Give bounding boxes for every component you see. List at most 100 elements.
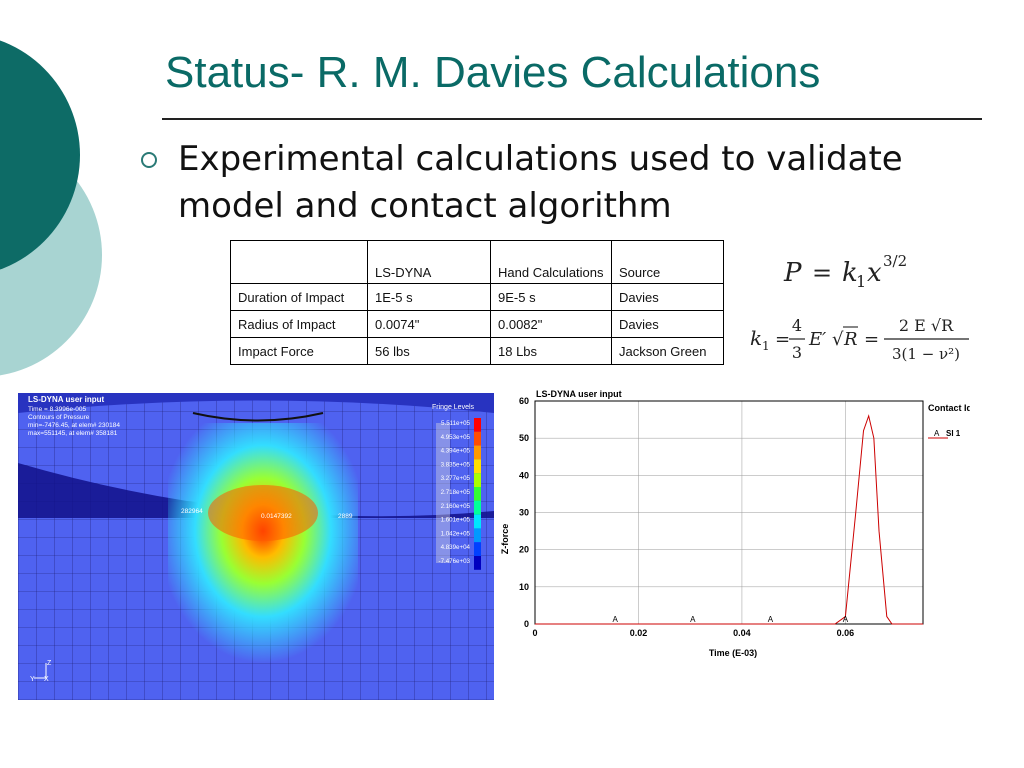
series-marker: A: [613, 615, 619, 624]
formula-exponent: 3/2: [883, 252, 907, 270]
y-tick-label: 20: [519, 545, 529, 555]
table-cell: 56 lbs: [367, 337, 491, 365]
bullet-circle-icon: [141, 152, 157, 168]
y-tick-label: 40: [519, 470, 529, 480]
table-cell: 1E-5 s: [367, 283, 491, 311]
decorative-circles: [0, 40, 102, 376]
y-tick-label: 10: [519, 582, 529, 592]
formula-symbol: k: [842, 258, 858, 288]
formula-symbol: P: [783, 258, 802, 288]
table-header-cell: [230, 240, 368, 284]
legend-swatch: [474, 459, 481, 474]
plot-time: Time = 8.3996e-005: [28, 406, 87, 413]
legend-swatch: [474, 473, 481, 487]
series-line: [535, 414, 923, 625]
legend-swatch: [474, 487, 481, 501]
table-cell: Davies: [611, 310, 724, 338]
table-cell: Duration of Impact: [230, 283, 368, 311]
y-tick-label: 30: [519, 508, 529, 518]
legend-swatch: [474, 556, 481, 570]
legend-swatch: [474, 542, 481, 556]
k1-formula: k 1 = 4 3 E′ √ R = 2 E √R 3(1 − ν²): [750, 316, 969, 363]
legend-title: Contact Id: [928, 403, 970, 413]
x-tick-label: 0: [532, 628, 537, 638]
formula-symbol: E′: [808, 329, 826, 350]
bullet-text: Experimental calculations used to valida…: [178, 139, 903, 226]
legend-level: 1.042e+05: [441, 530, 471, 537]
y-tick-label: 0: [524, 619, 529, 629]
legend-level: 2.718e+05: [441, 489, 471, 496]
series-marker: A: [768, 615, 774, 624]
plot-subtitle: Contours of Pressure: [28, 414, 90, 421]
y-axis-label: Z-force: [500, 524, 510, 555]
table-row: Duration of Impact 1E-5 s 9E-5 s Davies: [230, 283, 724, 311]
formula-root: √: [832, 329, 844, 350]
page-title: Status- R. M. Davies Calculations: [165, 48, 821, 97]
plot-title: LS-DYNA user input: [28, 395, 104, 404]
table-cell: Radius of Impact: [230, 310, 368, 338]
legend-level: 2.160e+05: [441, 503, 471, 510]
formula-symbol: =: [864, 329, 879, 350]
formula-numerator: 4: [792, 316, 802, 335]
x-axis-label: Time (E-03): [709, 648, 757, 658]
table-row: Radius of Impact 0.0074" 0.0082" Davies: [230, 310, 724, 338]
formula-denominator: 3(1 − ν²): [892, 345, 960, 363]
table-header-cell: Source: [611, 240, 724, 284]
table-cell: Impact Force: [230, 337, 368, 365]
table-cell: Davies: [611, 283, 724, 311]
legend-level: 3.835e+05: [441, 461, 471, 468]
axis-label: Z: [47, 660, 52, 667]
formula-symbol: x: [867, 258, 882, 288]
formula-symbol: k: [750, 326, 762, 350]
z-force-chart: LS-DYNA user input Z-force Time (E-03) C…: [500, 389, 970, 658]
legend-swatch: [474, 418, 481, 432]
formula-symbol: =: [812, 259, 832, 287]
contour-label: 282964: [181, 508, 203, 515]
formula-denominator: 3: [792, 343, 802, 362]
fringe-levels-legend: 5.511e+05 4.953e+05 4.394e+05 3.835e+05 3.27…: [439, 418, 481, 570]
legend-entry: SI 1: [946, 429, 961, 438]
legend-swatch: [474, 500, 481, 515]
comparison-table: LS-DYNA Hand Calculations Source Duratio…: [230, 240, 724, 365]
legend-level: 4.394e+05: [441, 448, 471, 455]
table-cell: 9E-5 s: [490, 283, 612, 311]
axis-triad: Z Y X: [30, 660, 52, 683]
axis-label: Y: [30, 676, 35, 683]
axis-label: X: [44, 676, 49, 683]
force-formula: P = k 1 x 3/2: [783, 252, 907, 291]
pressure-contour-plot: 5.511e+05 4.953e+05 4.394e+05 3.835e+05 3.27…: [18, 393, 494, 700]
formula-numerator: 2 E √R: [899, 316, 954, 335]
series-marker: A: [690, 615, 696, 624]
y-tick-label: 60: [519, 396, 529, 406]
table-cell: 18 Lbs: [490, 337, 612, 365]
table-header-row: LS-DYNA Hand Calculations Source: [230, 240, 724, 284]
legend-title: Fringe Levels: [432, 404, 475, 411]
formula-symbol: =: [775, 329, 790, 350]
legend-swatch: [474, 514, 481, 529]
legend-level: 1.601e+05: [441, 517, 471, 524]
formula-subscript: 1: [762, 339, 770, 353]
legend-level: 4.839e+04: [441, 544, 471, 551]
table-header-cell: Hand Calculations: [490, 240, 612, 284]
chart-plot-area: 0 10 20 30 40 50 60 0 0.02 0.04 0.06 A A A A A SI 1: [519, 396, 961, 638]
y-tick-label: 50: [519, 433, 529, 443]
table-row: Impact Force 56 lbs 18 Lbs Jackson Green: [230, 337, 724, 365]
legend-level: 4.953e+05: [441, 434, 471, 441]
series-marker: A: [843, 615, 849, 624]
contour-label: 0.0147392: [261, 513, 292, 520]
legend-swatch: [474, 445, 481, 460]
contour-label: 2889: [338, 513, 353, 520]
table-header-cell: LS-DYNA: [367, 240, 491, 284]
formula-subscript: 1: [856, 272, 866, 291]
table-cell: 0.0082": [490, 310, 612, 338]
x-tick-label: 0.04: [733, 628, 751, 638]
chart-title: LS-DYNA user input: [536, 389, 622, 399]
legend-swatch: [474, 528, 481, 543]
x-tick-label: 0.02: [630, 628, 648, 638]
table-cell: Jackson Green: [611, 337, 724, 365]
legend-swatch: [474, 431, 481, 446]
legend-marker: A: [934, 429, 940, 438]
formula-symbol: R: [843, 329, 858, 350]
legend-level: -7.476e+03: [439, 558, 471, 565]
legend-level: 5.511e+05: [441, 420, 471, 427]
